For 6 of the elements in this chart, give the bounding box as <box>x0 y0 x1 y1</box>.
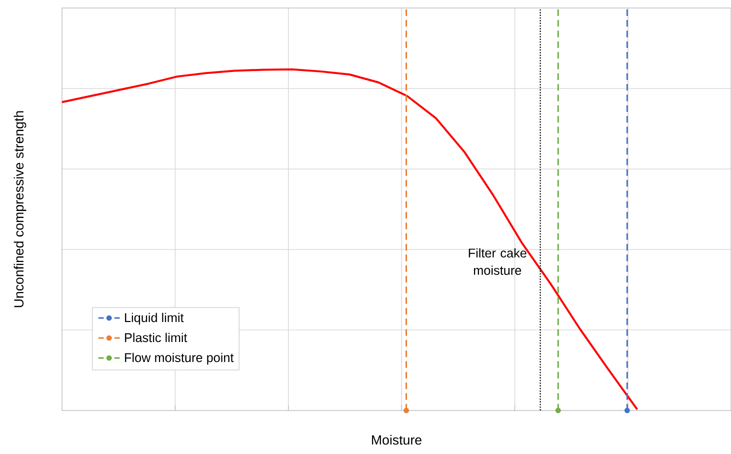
y-axis-title: Unconfined compressive strength <box>14 111 26 307</box>
x-axis-title: Moisture <box>372 434 422 444</box>
text: Flow moisture point <box>125 352 234 364</box>
text: Plastic limit <box>125 332 188 342</box>
text: Filter cake moisture <box>468 248 526 275</box>
text: Liquid limit <box>125 312 184 324</box>
